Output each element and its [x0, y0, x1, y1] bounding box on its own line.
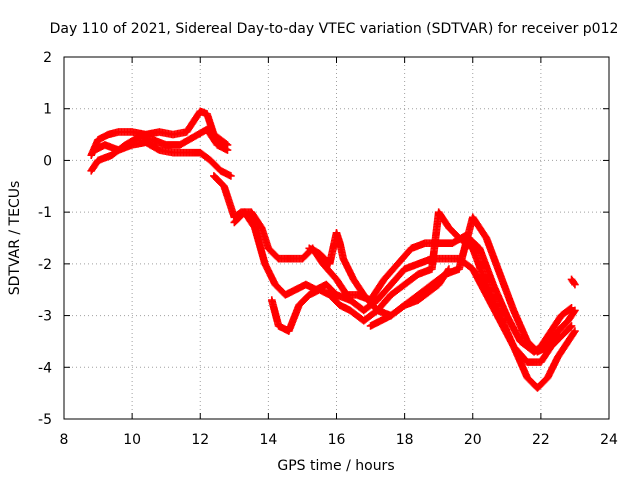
data-point	[567, 322, 576, 330]
y-tick-label: -2	[38, 257, 52, 273]
x-axis-label: GPS time / hours	[277, 458, 394, 474]
chart-title: Day 110 of 2021, Sidereal Day-to-day VTE…	[50, 21, 619, 37]
grid	[64, 57, 609, 419]
series-track-4	[210, 172, 576, 356]
data-point	[571, 306, 579, 315]
x-tick-label: 22	[532, 432, 550, 448]
data-point	[566, 304, 575, 313]
series-track-6	[267, 208, 579, 392]
x-tick-label: 10	[123, 432, 141, 448]
y-axis-label: SDTVAR / TECUs	[7, 181, 23, 296]
data-points	[87, 107, 579, 392]
data-point	[571, 280, 579, 289]
x-tick-label: 16	[328, 432, 346, 448]
y-tick-label: -3	[38, 309, 52, 325]
y-tick-labels: -5 -4 -3 -2 -1 0 1 2	[38, 50, 52, 428]
series-track-8	[366, 265, 453, 330]
x-tick-labels: 8 10 12 14 16 18 20 22 24	[60, 432, 618, 448]
x-tick-label: 8	[60, 432, 69, 448]
series-track-3	[90, 138, 235, 180]
data-point	[571, 327, 579, 335]
series-track-9	[567, 275, 579, 289]
data-point	[566, 323, 575, 331]
y-tick-label: -4	[38, 360, 52, 376]
y-tick-label: 1	[43, 102, 52, 118]
y-tick-label: -5	[38, 412, 52, 428]
data-point	[445, 265, 453, 273]
y-tick-label: 2	[43, 50, 52, 66]
series-track-5	[230, 208, 576, 366]
x-tick-label: 14	[259, 432, 277, 448]
data-point	[227, 172, 235, 180]
x-tick-label: 18	[396, 432, 414, 448]
y-tick-label: -1	[38, 205, 52, 221]
axis-ticks	[63, 56, 610, 420]
x-tick-label: 12	[191, 432, 209, 448]
x-tick-label: 20	[464, 432, 482, 448]
y-tick-label: 0	[43, 153, 52, 169]
x-tick-label: 24	[600, 432, 618, 448]
data-point	[223, 146, 232, 154]
